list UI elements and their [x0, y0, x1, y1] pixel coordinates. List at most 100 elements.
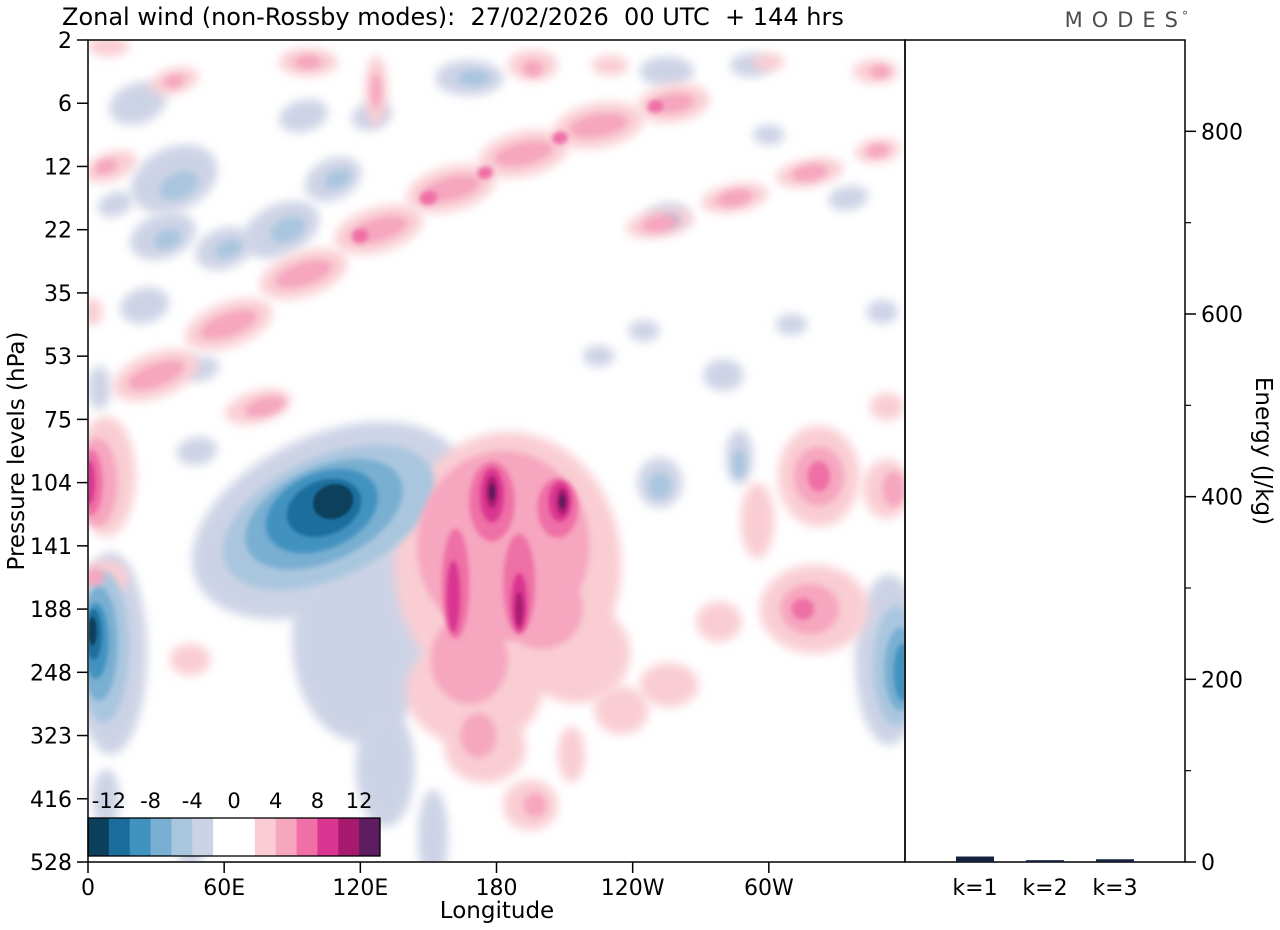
colorbar-segment: [192, 818, 214, 856]
contour-blob: [109, 81, 167, 125]
pressure-tick-label: 323: [30, 725, 72, 750]
contour-blob: [639, 662, 699, 708]
contour-blob: [128, 360, 185, 390]
pressure-tick-label: 141: [30, 535, 72, 560]
contour-blob: [559, 494, 566, 509]
contour-blob: [752, 53, 785, 71]
energy-bar-k=3: [1096, 859, 1134, 862]
contour-blob: [648, 473, 672, 499]
contour-blob: [594, 686, 649, 735]
pressure-tick-label: 188: [30, 598, 72, 623]
energy-bar-label: k=1: [952, 876, 997, 901]
colorbar-tick-label: -4: [182, 789, 203, 813]
contour-blob: [120, 287, 170, 324]
contour-blob: [866, 144, 890, 158]
contour-blob: [215, 239, 242, 258]
energy-bar-k=2: [1026, 860, 1064, 862]
contour-field: [89, 41, 904, 861]
chart-title: Zonal wind (non-Rossby modes): 27/02/202…: [62, 3, 844, 31]
contour-blob: [292, 539, 429, 742]
contour-blob: [355, 707, 415, 828]
contour-blob: [489, 483, 495, 501]
colorbar-segment: [108, 818, 131, 856]
contour-blob: [882, 471, 904, 507]
colorbar-segment: [88, 818, 110, 856]
colorbar-segment: [338, 818, 360, 856]
energy-tick-label: 200: [1201, 668, 1243, 693]
contour-blob: [557, 726, 586, 783]
contour-blob: [460, 713, 497, 758]
contour-blob: [494, 141, 553, 167]
contour-blob: [807, 461, 831, 492]
contour-blob: [97, 191, 133, 218]
contour-blob: [703, 359, 744, 391]
contour-blob: [457, 70, 490, 86]
contour-blob: [569, 113, 628, 138]
colorbar: -12 -8 -4 0 4 8 12: [87, 789, 381, 857]
colorbar-segment: [317, 818, 339, 856]
pressure-tick-label: 104: [30, 472, 72, 497]
contour-blob: [446, 560, 461, 633]
energy-panel-frame: [904, 39, 1186, 863]
colorbar-tick-label: 12: [346, 789, 373, 813]
contour-blob: [430, 615, 508, 704]
contour-blob: [641, 214, 678, 233]
contour-blob: [313, 484, 354, 520]
contour-blob: [200, 309, 257, 340]
contour-blob: [791, 598, 815, 620]
pressure-tick-label: 416: [30, 788, 72, 813]
contour-blob: [371, 72, 382, 109]
pressure-tick-label: 6: [58, 92, 72, 117]
contour-blob: [515, 592, 524, 627]
colorbar-segment: [213, 818, 235, 856]
modes-logo-degree-icon: °: [1182, 9, 1188, 23]
contour-blob: [419, 190, 438, 206]
energy-bar-label: k=2: [1022, 876, 1067, 901]
contour-blob: [95, 158, 118, 175]
contour-blob: [639, 56, 694, 87]
contour-blob: [417, 789, 448, 861]
pressure-tick-label: 35: [44, 282, 72, 307]
colorbar-segment: [234, 818, 256, 856]
modes-logo-text: MODES: [1064, 8, 1187, 32]
pressure-tick-label: 528: [30, 851, 72, 876]
contour-blob: [628, 320, 660, 342]
contour-blob: [647, 100, 664, 113]
contour-blob: [582, 345, 615, 367]
contour-blob: [866, 299, 899, 324]
colorbar-segment: [254, 818, 277, 856]
contour-blob: [752, 124, 785, 145]
energy-bar-k=1: [956, 856, 994, 862]
longitude-tick-label: 60E: [203, 876, 245, 901]
energy-tick-label: 0: [1201, 851, 1215, 876]
contour-blob: [870, 65, 891, 78]
contour-blob: [352, 228, 369, 244]
contour-blob: [176, 436, 218, 466]
longitude-tick-label: 120W: [601, 876, 665, 901]
colorbar-tick-label: -12: [92, 789, 126, 813]
contour-blob: [245, 396, 285, 417]
longitude-axis-label: Longitude: [439, 898, 555, 924]
contour-blob: [477, 166, 494, 180]
colorbar-tick-label: 8: [311, 789, 324, 813]
contour-blob: [324, 169, 351, 189]
contour-blob: [294, 55, 322, 70]
contour-blob: [270, 216, 305, 243]
contour-blob: [169, 643, 211, 676]
contour-blob: [92, 769, 120, 829]
longitude-tick-label: 60W: [744, 876, 794, 901]
contour-blob: [893, 643, 904, 701]
colorbar-segment: [171, 818, 193, 856]
pressure-tick-label: 2: [58, 29, 72, 54]
pressure-tick-label: 75: [44, 408, 72, 433]
colorbar-segment: [359, 818, 381, 856]
pressure-tick-label: 248: [30, 661, 72, 686]
longitude-tick-label: 120E: [332, 876, 388, 901]
colorbar-tick-label: -8: [140, 789, 161, 813]
colorbar-tick-label: 4: [269, 789, 282, 813]
contour-blob: [89, 460, 96, 505]
contour-blob: [591, 55, 629, 76]
contour-blob: [159, 171, 199, 200]
contour-blob: [791, 164, 828, 182]
energy-tick-label: 600: [1201, 303, 1243, 328]
